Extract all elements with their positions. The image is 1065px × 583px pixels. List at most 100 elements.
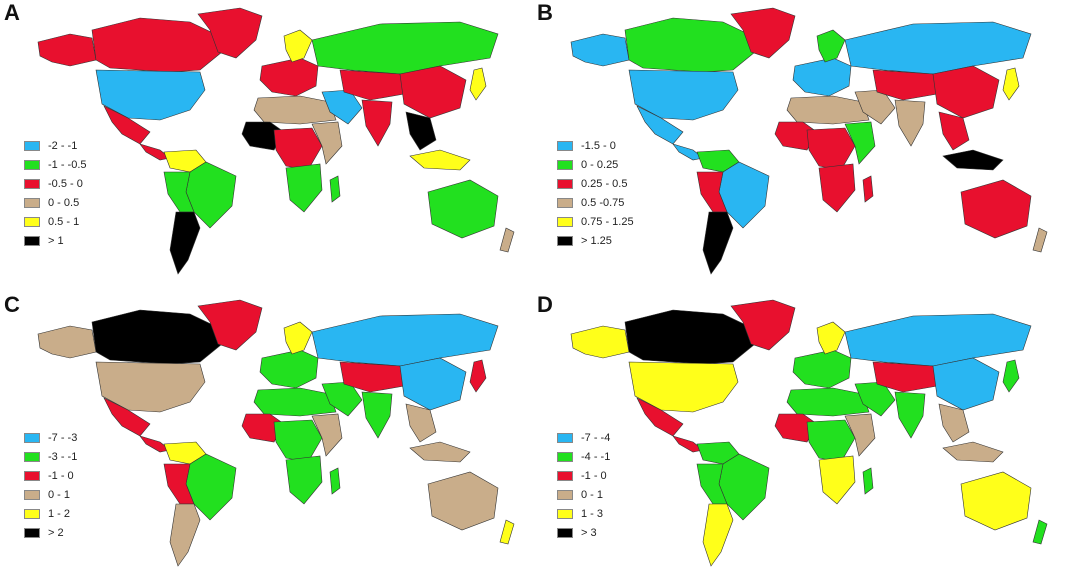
region-madagascar (329, 467, 341, 495)
region-europe (792, 349, 852, 389)
legend-swatch (557, 216, 573, 227)
region-alaska (37, 325, 97, 359)
world-map (570, 299, 1048, 567)
region-argentina (169, 211, 201, 275)
region-india (361, 99, 393, 147)
region-indonesia (409, 441, 471, 463)
legend-label: -7 - -3 (48, 431, 78, 444)
legend-label: 1 - 2 (48, 507, 71, 520)
legend-label: -7 - -4 (581, 431, 611, 444)
region-madagascar (329, 175, 341, 203)
legend-swatch (557, 197, 573, 208)
region-north-africa (786, 387, 870, 417)
panel-c: C -7 - -3 -3 - -1 -1 - 0 0 - 1 1 - 2 > 2 (0, 292, 530, 582)
legend-label: 0 - 0.25 (581, 158, 619, 171)
legend-item: -1 - 0 (557, 466, 610, 485)
legend-label: 0.25 - 0.5 (581, 177, 628, 190)
legend-label: > 2 (48, 526, 64, 539)
region-scandinavia (283, 29, 313, 63)
region-north-africa (253, 95, 337, 125)
legend-item: 0.5 - 1 (24, 212, 87, 231)
region-canada (91, 17, 223, 73)
legend-label: -2 - -1 (48, 139, 78, 152)
region-argentina (702, 503, 734, 567)
legend-item: 0.5 -0.75 (557, 193, 634, 212)
panel-label: D (537, 292, 553, 317)
panel-label: B (537, 0, 553, 25)
legend-label: -1.5 - 0 (581, 139, 616, 152)
region-usa (95, 361, 206, 413)
legend-item: -2 - -1 (24, 136, 87, 155)
region-europe (259, 57, 319, 97)
region-southern-africa (285, 163, 323, 213)
legend-item: > 1.25 (557, 231, 634, 250)
region-canada (624, 309, 756, 365)
region-japan (469, 67, 487, 101)
region-usa (95, 69, 206, 121)
legend-item: 0 - 1 (557, 485, 610, 504)
region-indonesia (942, 149, 1004, 171)
world-map (37, 7, 515, 275)
region-russia (844, 21, 1032, 75)
region-scandinavia (816, 29, 846, 63)
legend-swatch (24, 235, 40, 246)
region-russia (311, 21, 499, 75)
legend-item: 0.25 - 0.5 (557, 174, 634, 193)
legend-swatch (24, 489, 40, 500)
region-canada (91, 309, 223, 365)
region-central-africa (806, 419, 856, 463)
region-europe (259, 349, 319, 389)
map-legend: -1.5 - 0 0 - 0.25 0.25 - 0.5 0.5 -0.75 0.75 … (557, 136, 634, 250)
legend-swatch (557, 508, 573, 519)
legend-swatch (557, 451, 573, 462)
legend-swatch (557, 489, 573, 500)
region-central-america (672, 435, 704, 453)
legend-swatch (24, 197, 40, 208)
region-australia (960, 179, 1032, 239)
region-india (894, 99, 926, 147)
legend-item: 0 - 0.5 (24, 193, 87, 212)
legend-swatch (24, 140, 40, 151)
region-canada (624, 17, 756, 73)
legend-swatch (557, 432, 573, 443)
legend-item: -7 - -3 (24, 428, 77, 447)
region-indonesia (942, 441, 1004, 463)
region-west-africa (774, 121, 818, 151)
legend-item: -0.5 - 0 (24, 174, 87, 193)
legend-item: 1 - 3 (557, 504, 610, 523)
region-russia (844, 313, 1032, 367)
region-southeast-asia (938, 111, 970, 151)
region-madagascar (862, 175, 874, 203)
legend-label: > 1.25 (581, 234, 612, 247)
region-central-asia (872, 69, 938, 101)
legend-label: > 3 (581, 526, 597, 539)
legend-item: -1 - 0 (24, 466, 77, 485)
legend-swatch (24, 527, 40, 538)
legend-swatch (557, 140, 573, 151)
region-west-africa (241, 413, 285, 443)
panel-label: A (4, 0, 20, 25)
legend-item: 1 - 2 (24, 504, 77, 523)
region-southern-africa (818, 163, 856, 213)
region-china (399, 65, 467, 119)
legend-swatch (24, 216, 40, 227)
region-japan (1002, 67, 1020, 101)
region-central-america (672, 143, 704, 161)
panel-d: D -7 - -4 -4 - -1 -1 - 0 0 - 1 1 - 3 > 3 (533, 292, 1063, 582)
region-new-zealand (499, 519, 515, 545)
region-alaska (570, 325, 630, 359)
region-madagascar (862, 467, 874, 495)
region-west-africa (241, 121, 285, 151)
world-map (570, 7, 1048, 275)
region-central-america (139, 435, 171, 453)
region-china (399, 357, 467, 411)
legend-swatch (24, 470, 40, 481)
legend-swatch (557, 527, 573, 538)
region-southeast-asia (938, 403, 970, 443)
region-west-africa (774, 413, 818, 443)
legend-swatch (24, 432, 40, 443)
legend-item: -3 - -1 (24, 447, 77, 466)
region-usa (628, 69, 739, 121)
region-new-zealand (499, 227, 515, 253)
legend-swatch (24, 178, 40, 189)
